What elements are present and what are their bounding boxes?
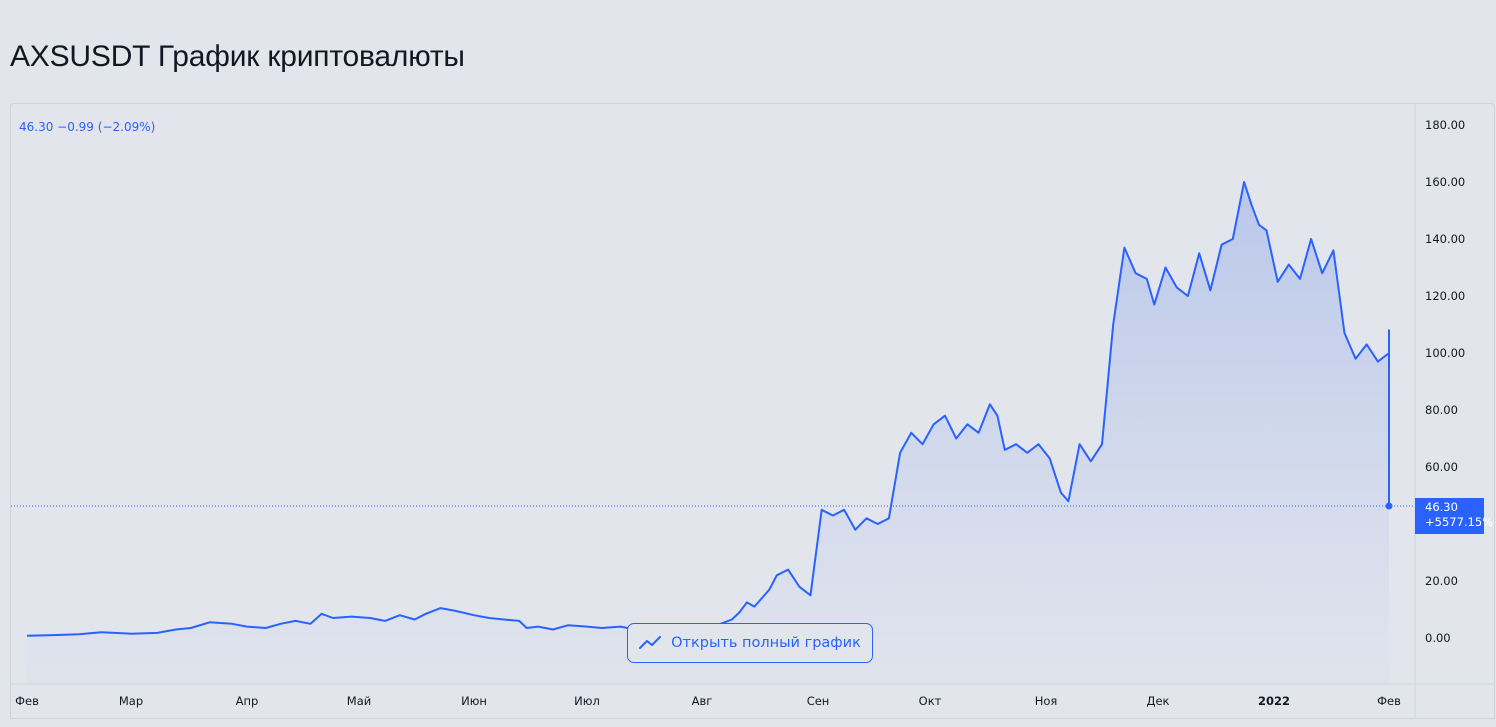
chart-frame: [10, 103, 1495, 719]
y-tick-label: 80.00: [1425, 403, 1458, 417]
x-tick-label: Сен: [807, 694, 830, 708]
x-tick-label: Авг: [692, 694, 713, 708]
x-tick-label: Фев: [1377, 694, 1401, 708]
y-tick-label: 0.00: [1425, 631, 1451, 645]
y-tick-label: 20.00: [1425, 574, 1458, 588]
y-tick-label: 160.00: [1425, 175, 1465, 189]
page-title: AXSUSDT График криптовалюты: [10, 40, 465, 73]
price-area-fill: [27, 182, 1389, 683]
price-change-header: 46.30 −0.99 (−2.09%): [19, 120, 156, 134]
last-price-value: 46.30: [1425, 500, 1458, 514]
x-tick-label: Фев: [15, 694, 39, 708]
x-tick-label: Ноя: [1035, 694, 1058, 708]
x-tick-label: Дек: [1146, 694, 1169, 708]
last-price-badge: 46.30 +5577.15%: [1415, 498, 1494, 534]
x-tick-label: Окт: [919, 694, 942, 708]
line-chart-icon: [639, 636, 662, 650]
x-tick-label: Май: [347, 694, 371, 708]
x-tick-label: Июл: [574, 694, 600, 708]
y-tick-label: 100.00: [1425, 346, 1465, 360]
x-tick-label: Июн: [461, 694, 487, 708]
price-series-line: [26, 181, 1390, 637]
y-tick-label: 180.00: [1425, 118, 1465, 132]
x-tick-label: 2022: [1258, 694, 1290, 708]
last-price-change: +5577.15%: [1425, 515, 1494, 529]
y-tick-label: 60.00: [1425, 460, 1458, 474]
x-tick-label: Апр: [236, 694, 259, 708]
y-tick-label: 120.00: [1425, 289, 1465, 303]
open-full-chart-label: Открыть полный график: [671, 635, 861, 651]
x-tick-label: Мар: [119, 694, 143, 708]
open-full-chart-button[interactable]: Открыть полный график: [627, 623, 873, 663]
y-tick-label: 140.00: [1425, 232, 1465, 246]
last-price-point: [1385, 502, 1393, 510]
